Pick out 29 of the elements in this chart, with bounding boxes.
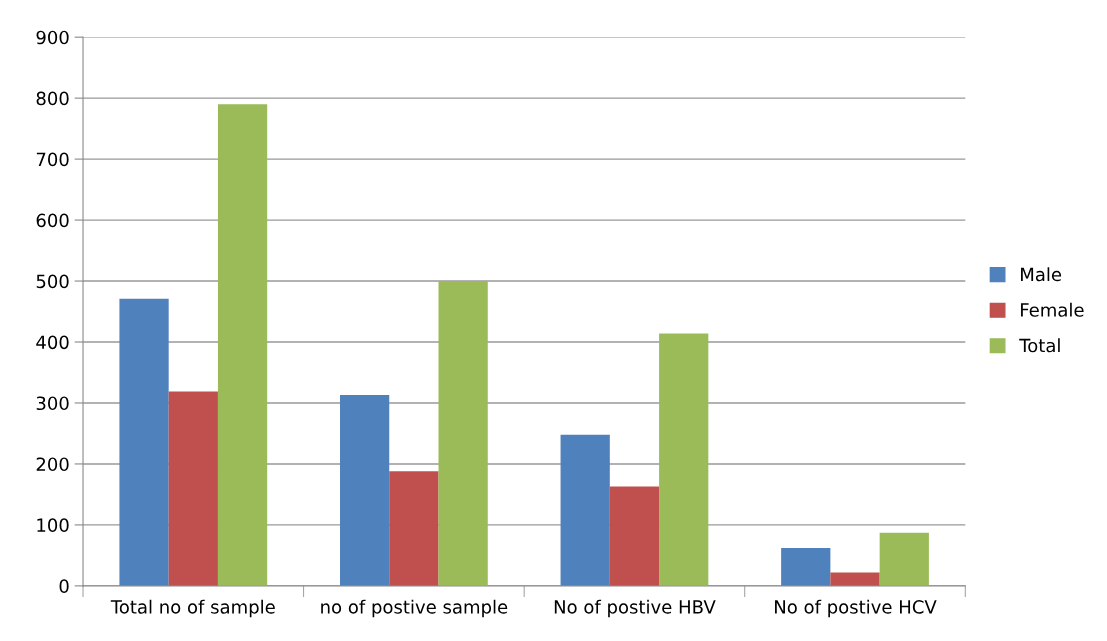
y-tick-label: 600 <box>36 213 69 228</box>
bar <box>389 471 439 586</box>
bar <box>609 486 660 586</box>
bar <box>830 572 880 586</box>
y-tick-label: 100 <box>37 518 69 533</box>
bar <box>781 548 831 586</box>
y-tick-label: 200 <box>36 457 69 472</box>
x-tick-label: no of postive sample <box>321 599 508 618</box>
legend-label: Total <box>1019 338 1060 353</box>
y-tick-label: 300 <box>36 396 69 411</box>
legend-label: Male <box>1021 267 1062 282</box>
bar <box>119 298 169 586</box>
bar <box>560 434 610 586</box>
bar <box>217 104 268 586</box>
bar <box>438 281 488 586</box>
y-tick-label: 400 <box>36 335 69 350</box>
legend-label: Female <box>1021 302 1084 317</box>
bar <box>659 333 709 586</box>
bar <box>168 391 218 586</box>
x-tick-label: No of postive HBV <box>554 599 716 618</box>
bar <box>879 532 929 586</box>
y-tick-label: 700 <box>36 152 69 167</box>
x-tick-label: No of postive HCV <box>775 599 937 618</box>
bar <box>339 395 390 586</box>
y-tick-label: 900 <box>36 30 69 45</box>
y-tick-label: 0 <box>59 579 69 593</box>
x-tick-label: Total no of sample <box>110 599 275 618</box>
y-tick-label: 500 <box>36 274 69 289</box>
y-tick-label: 800 <box>36 91 69 106</box>
